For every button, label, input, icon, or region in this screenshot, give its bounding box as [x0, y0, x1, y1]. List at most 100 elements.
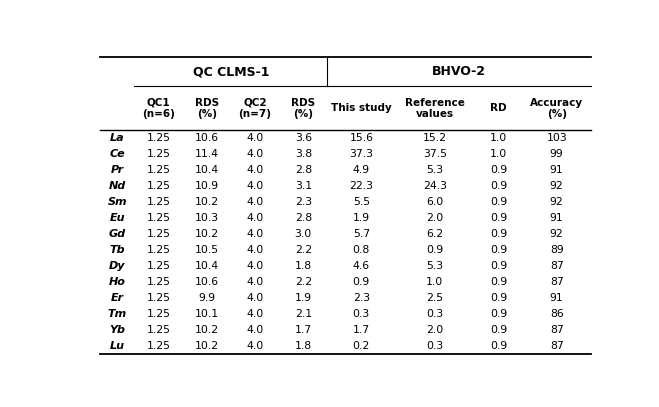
Text: 2.8: 2.8	[295, 165, 312, 175]
Text: 3.8: 3.8	[295, 149, 312, 159]
Text: 1.25: 1.25	[146, 165, 171, 175]
Text: 3.1: 3.1	[295, 182, 312, 191]
Text: 11.4: 11.4	[195, 149, 219, 159]
Text: 2.2: 2.2	[295, 278, 312, 287]
Text: Accuracy
(%): Accuracy (%)	[530, 98, 583, 119]
Text: 1.25: 1.25	[146, 261, 171, 271]
Text: RD: RD	[490, 103, 507, 114]
Text: 1.25: 1.25	[146, 341, 171, 351]
Text: 10.2: 10.2	[194, 197, 219, 207]
Text: 4.0: 4.0	[246, 278, 264, 287]
Text: 2.2: 2.2	[295, 245, 312, 255]
Text: 37.3: 37.3	[349, 149, 373, 159]
Text: 9.9: 9.9	[198, 293, 215, 303]
Text: 0.9: 0.9	[426, 245, 444, 255]
Text: 4.0: 4.0	[246, 245, 264, 255]
Text: RDS
(%): RDS (%)	[291, 98, 316, 119]
Text: 91: 91	[550, 293, 563, 303]
Text: 1.0: 1.0	[426, 278, 444, 287]
Text: 87: 87	[550, 325, 563, 335]
Text: Ce: Ce	[109, 149, 125, 159]
Text: 1.25: 1.25	[146, 182, 171, 191]
Text: 87: 87	[550, 278, 563, 287]
Text: 0.9: 0.9	[490, 245, 507, 255]
Text: 5.7: 5.7	[353, 230, 370, 239]
Text: 0.9: 0.9	[490, 325, 507, 335]
Text: 0.9: 0.9	[490, 165, 507, 175]
Text: 87: 87	[550, 341, 563, 351]
Text: 4.0: 4.0	[246, 309, 264, 319]
Text: BHVO-2: BHVO-2	[432, 65, 486, 78]
Text: 5.5: 5.5	[353, 197, 370, 207]
Text: 0.9: 0.9	[490, 278, 507, 287]
Text: 1.8: 1.8	[295, 341, 312, 351]
Text: 1.25: 1.25	[146, 245, 171, 255]
Text: Ho: Ho	[109, 278, 126, 287]
Text: 37.5: 37.5	[423, 149, 447, 159]
Text: 91: 91	[550, 165, 563, 175]
Text: Tm: Tm	[107, 309, 127, 319]
Text: QC1
(n=6): QC1 (n=6)	[142, 98, 175, 119]
Text: 4.0: 4.0	[246, 325, 264, 335]
Text: 4.0: 4.0	[246, 230, 264, 239]
Text: 2.5: 2.5	[426, 293, 444, 303]
Text: 24.3: 24.3	[423, 182, 447, 191]
Text: 1.7: 1.7	[295, 325, 312, 335]
Text: 1.0: 1.0	[490, 133, 507, 143]
Text: 1.25: 1.25	[146, 230, 171, 239]
Text: 6.0: 6.0	[426, 197, 444, 207]
Text: 1.25: 1.25	[146, 325, 171, 335]
Text: 4.0: 4.0	[246, 133, 264, 143]
Text: 2.1: 2.1	[295, 309, 312, 319]
Text: 10.4: 10.4	[194, 165, 219, 175]
Text: 4.6: 4.6	[353, 261, 370, 271]
Text: 10.2: 10.2	[194, 341, 219, 351]
Text: 0.9: 0.9	[490, 341, 507, 351]
Text: 1.25: 1.25	[146, 133, 171, 143]
Text: 0.9: 0.9	[490, 309, 507, 319]
Text: 4.0: 4.0	[246, 341, 264, 351]
Text: Tb: Tb	[109, 245, 125, 255]
Text: This study: This study	[331, 103, 391, 114]
Text: 0.3: 0.3	[426, 341, 444, 351]
Text: Reference
values: Reference values	[405, 98, 465, 119]
Text: 10.6: 10.6	[194, 133, 219, 143]
Text: 99: 99	[550, 149, 563, 159]
Text: 0.9: 0.9	[490, 293, 507, 303]
Text: Yb: Yb	[109, 325, 125, 335]
Text: 89: 89	[550, 245, 563, 255]
Text: 10.3: 10.3	[194, 213, 219, 223]
Text: 3.0: 3.0	[295, 230, 312, 239]
Text: 0.9: 0.9	[490, 230, 507, 239]
Text: 22.3: 22.3	[349, 182, 373, 191]
Text: 10.2: 10.2	[194, 325, 219, 335]
Text: 87: 87	[550, 261, 563, 271]
Text: 2.8: 2.8	[295, 213, 312, 223]
Text: 0.8: 0.8	[353, 245, 370, 255]
Text: Lu: Lu	[110, 341, 125, 351]
Text: 4.0: 4.0	[246, 197, 264, 207]
Text: RDS
(%): RDS (%)	[194, 98, 219, 119]
Text: 4.0: 4.0	[246, 182, 264, 191]
Text: 1.25: 1.25	[146, 149, 171, 159]
Text: 1.25: 1.25	[146, 293, 171, 303]
Text: 1.0: 1.0	[490, 149, 507, 159]
Text: La: La	[110, 133, 125, 143]
Text: 4.0: 4.0	[246, 213, 264, 223]
Text: 10.2: 10.2	[194, 230, 219, 239]
Text: 0.3: 0.3	[426, 309, 444, 319]
Text: 4.0: 4.0	[246, 293, 264, 303]
Text: 1.25: 1.25	[146, 213, 171, 223]
Text: 2.0: 2.0	[426, 213, 444, 223]
Text: 2.3: 2.3	[295, 197, 312, 207]
Text: 4.0: 4.0	[246, 261, 264, 271]
Text: 0.9: 0.9	[353, 278, 370, 287]
Text: 92: 92	[550, 182, 563, 191]
Text: 10.6: 10.6	[194, 278, 219, 287]
Text: 1.9: 1.9	[295, 293, 312, 303]
Text: 10.4: 10.4	[194, 261, 219, 271]
Text: 2.3: 2.3	[353, 293, 370, 303]
Text: 92: 92	[550, 230, 563, 239]
Text: Nd: Nd	[109, 182, 126, 191]
Text: 1.25: 1.25	[146, 197, 171, 207]
